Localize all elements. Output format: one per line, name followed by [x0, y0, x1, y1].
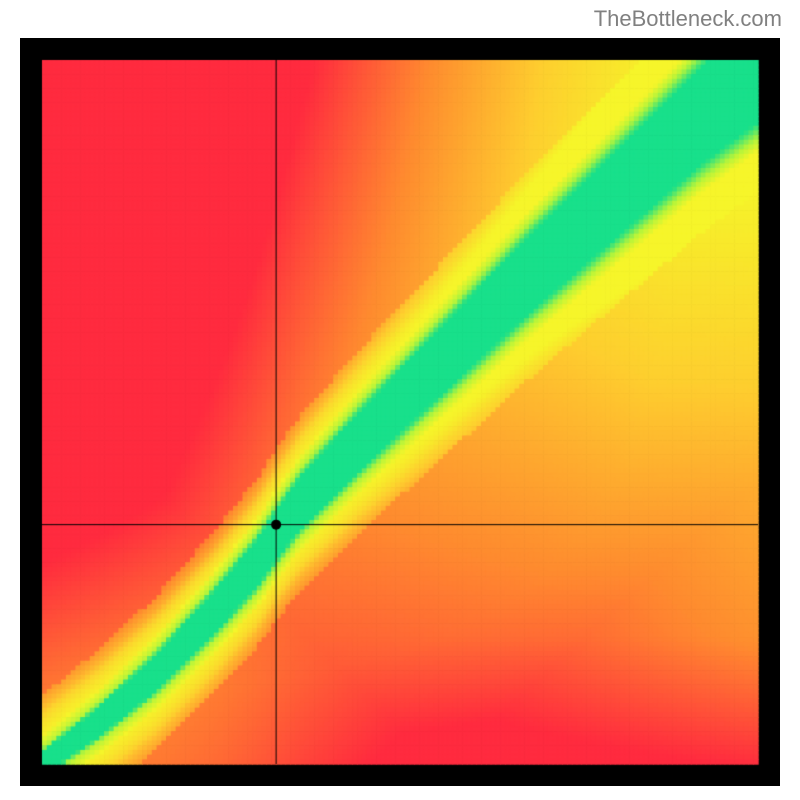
heatmap-canvas [20, 38, 780, 786]
plot-frame [20, 38, 780, 786]
chart-container: TheBottleneck.com [0, 0, 800, 800]
watermark-text: TheBottleneck.com [594, 6, 782, 32]
